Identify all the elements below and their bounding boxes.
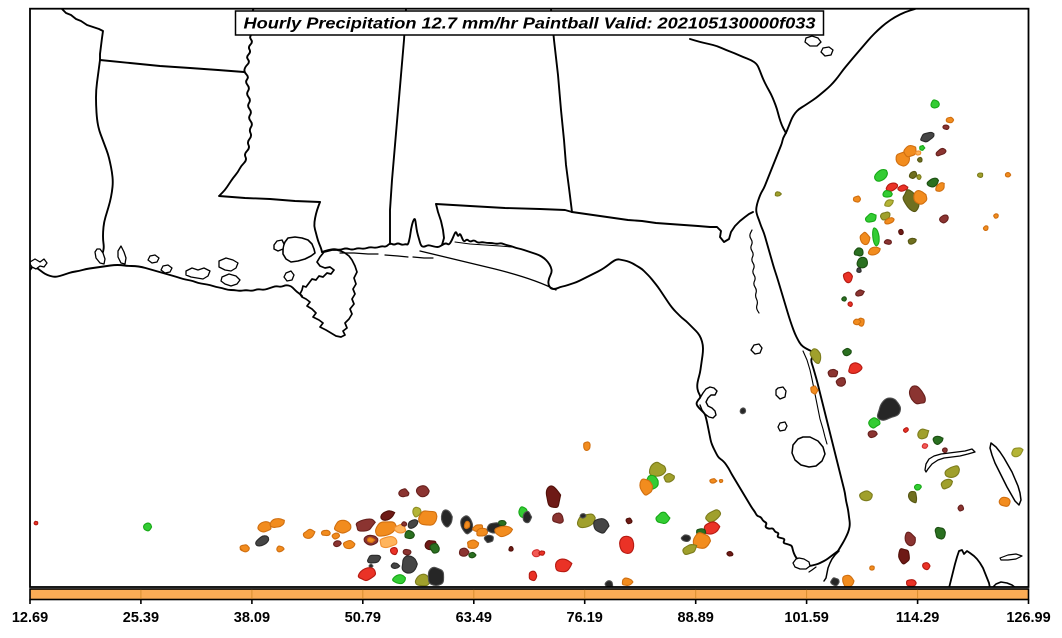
svg-text:12.69: 12.69 xyxy=(12,610,48,626)
svg-text:Hourly Precipitation 12.7 mm/h: Hourly Precipitation 12.7 mm/hr Paintbal… xyxy=(244,16,816,33)
svg-text:88.89: 88.89 xyxy=(678,610,714,626)
svg-text:50.79: 50.79 xyxy=(345,610,381,626)
svg-text:63.49: 63.49 xyxy=(456,610,492,626)
svg-text:126.99: 126.99 xyxy=(1006,610,1050,626)
svg-text:25.39: 25.39 xyxy=(123,610,159,626)
svg-text:76.19: 76.19 xyxy=(567,610,603,626)
svg-text:101.59: 101.59 xyxy=(784,610,828,626)
svg-text:114.29: 114.29 xyxy=(896,610,940,626)
svg-text:38.09: 38.09 xyxy=(234,610,270,626)
